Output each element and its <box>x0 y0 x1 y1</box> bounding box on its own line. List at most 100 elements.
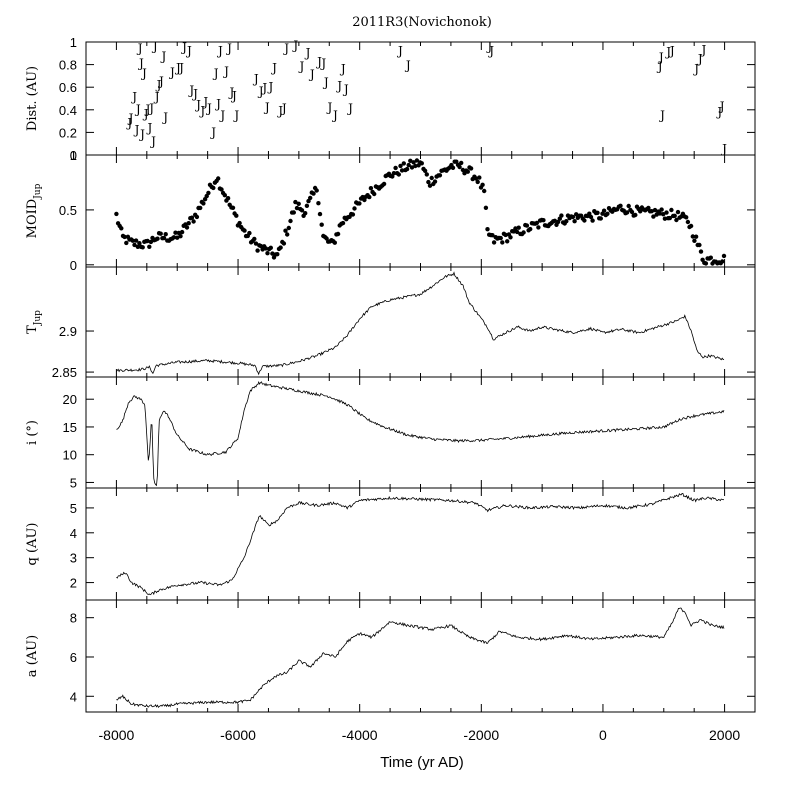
data-point: J <box>180 41 187 55</box>
data-point <box>253 241 259 246</box>
data-point <box>291 210 296 215</box>
data-point <box>450 165 456 170</box>
data-point <box>424 172 429 177</box>
data-point <box>404 166 410 172</box>
data-point <box>263 246 268 251</box>
data-point <box>408 158 413 163</box>
x-tick-label: 0 <box>599 727 607 743</box>
data-point <box>303 211 308 216</box>
data-point: J <box>140 67 147 81</box>
data-point: J <box>147 102 154 116</box>
data-point <box>498 235 503 241</box>
data-point <box>406 162 411 168</box>
data-point <box>401 161 406 166</box>
panel-tjup: 2.85 2.9 TJup <box>25 266 756 380</box>
data-point <box>411 160 416 165</box>
data-point <box>135 244 140 249</box>
panel-frame <box>85 487 756 601</box>
data-point <box>140 245 145 250</box>
data-point <box>698 249 704 254</box>
data-point <box>638 209 643 214</box>
data-point <box>528 226 533 232</box>
data-point: J <box>144 103 151 117</box>
y-tick-label: 10 <box>63 448 77 463</box>
data-point <box>505 239 510 244</box>
data-point <box>413 163 418 169</box>
data-point <box>299 208 305 213</box>
data-point <box>524 223 530 228</box>
data-point: J <box>168 65 175 79</box>
data-point: J <box>133 123 140 137</box>
data-point <box>399 168 405 173</box>
data-point: J <box>137 56 144 70</box>
data-point <box>514 229 520 235</box>
data-point <box>690 234 695 239</box>
data-point <box>516 225 521 230</box>
data-point <box>490 233 495 238</box>
data-line <box>116 271 725 376</box>
data-point: J <box>252 72 259 86</box>
data-point: J <box>218 108 225 122</box>
data-point: J <box>127 112 134 126</box>
y-tick-label: 2.9 <box>59 324 77 339</box>
data-point <box>570 214 576 220</box>
y-tick-label: 5 <box>70 475 77 490</box>
data-point: J <box>149 134 156 148</box>
data-point <box>288 218 293 224</box>
y-tick-label: 0.4 <box>59 103 77 118</box>
data-point <box>657 211 663 216</box>
data-point <box>624 210 630 215</box>
y-tick-label: 4 <box>70 526 77 541</box>
x-axis: -8000 -6000 -4000 -2000 0 2000 <box>99 727 741 743</box>
data-point <box>247 230 252 236</box>
data-point: J <box>209 125 216 139</box>
y-tick-label: 6 <box>70 650 77 665</box>
data-point <box>225 196 231 201</box>
data-point <box>308 195 313 201</box>
data-line <box>116 607 725 709</box>
data-point <box>158 231 163 236</box>
data-point <box>500 240 505 245</box>
data-point: J <box>342 82 349 96</box>
data-point: J <box>322 76 329 90</box>
data-line <box>116 492 725 596</box>
data-point <box>468 166 474 171</box>
data-point <box>618 203 623 208</box>
data-point <box>459 160 464 166</box>
data-point <box>191 219 196 224</box>
chart-title: 2011R3(Novichonok) <box>352 15 492 30</box>
data-point <box>368 186 374 191</box>
data-point: J <box>125 116 132 130</box>
data-point: J <box>700 43 707 57</box>
data-point <box>147 244 152 249</box>
data-point: J <box>339 62 346 76</box>
data-point <box>675 209 681 215</box>
data-point <box>485 227 490 232</box>
data-point: J <box>194 98 201 112</box>
data-point <box>432 179 438 184</box>
data-point: J <box>142 107 149 121</box>
data-point: J <box>319 56 326 70</box>
data-point: J <box>174 61 181 75</box>
y-tick-label: 5 <box>70 501 77 516</box>
data-point <box>145 238 150 244</box>
data-point <box>242 228 247 233</box>
data-point <box>281 241 287 246</box>
data-point <box>230 205 236 210</box>
data-point: J <box>130 90 137 104</box>
data-point <box>161 235 167 241</box>
data-point: J <box>270 61 277 75</box>
data-point: J <box>145 121 152 135</box>
data-point <box>340 220 346 226</box>
data-point <box>222 193 227 198</box>
data-point <box>237 220 242 226</box>
data-point <box>646 205 651 211</box>
panel-a: 4 6 8 a (AU) <box>25 599 756 713</box>
data-point: J <box>134 103 141 117</box>
data-point: J <box>331 108 338 122</box>
data-point <box>465 169 470 174</box>
data-point <box>396 172 401 177</box>
data-point: J <box>266 80 273 94</box>
data-point: J <box>151 39 158 53</box>
